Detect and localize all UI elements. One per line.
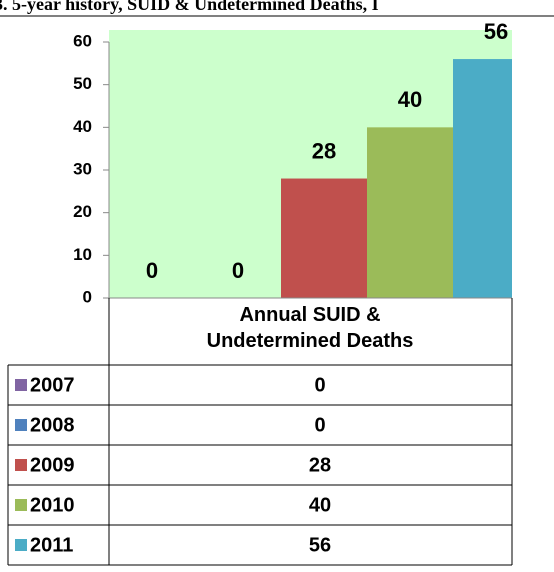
bar — [281, 178, 367, 298]
legend-label: 2008 — [30, 414, 75, 436]
table-value: 56 — [309, 534, 331, 556]
y-tick-label: 50 — [73, 74, 92, 93]
series-header: Annual SUID & Undetermined Deaths — [110, 302, 510, 354]
table-value: 40 — [309, 494, 331, 516]
y-tick-label: 20 — [73, 202, 92, 221]
legend-swatch — [15, 379, 27, 391]
legend-swatch — [15, 419, 27, 431]
y-tick-label: 10 — [73, 245, 92, 264]
y-tick-label: 40 — [73, 117, 92, 136]
legend-swatch — [15, 459, 27, 471]
y-tick-label: 30 — [73, 159, 92, 178]
bars — [281, 59, 512, 298]
series-name: Annual SUID & Undetermined Deaths — [206, 304, 414, 352]
bar — [367, 127, 453, 298]
legend-swatch — [15, 539, 27, 551]
legend-label: 2009 — [30, 454, 75, 476]
legend-label: 2011 — [30, 534, 73, 556]
table-value: 0 — [314, 414, 325, 436]
y-tick-label: 0 — [83, 287, 92, 306]
legend-label: 2007 — [30, 374, 75, 396]
data-label: 0 — [232, 258, 244, 283]
data-label: 0 — [146, 258, 158, 283]
chart-title: 3. 5-year history, SUID & Undetermined D… — [0, 0, 379, 14]
y-tick-label: 60 — [73, 31, 92, 50]
legend-swatch — [15, 499, 27, 511]
table-value: 0 — [314, 374, 325, 396]
data-label: 28 — [312, 138, 336, 163]
table-value: 28 — [309, 454, 331, 476]
data-label: 40 — [398, 87, 422, 112]
legend-label: 2010 — [30, 494, 75, 516]
bar — [453, 59, 512, 298]
data-label: 56 — [484, 19, 508, 44]
